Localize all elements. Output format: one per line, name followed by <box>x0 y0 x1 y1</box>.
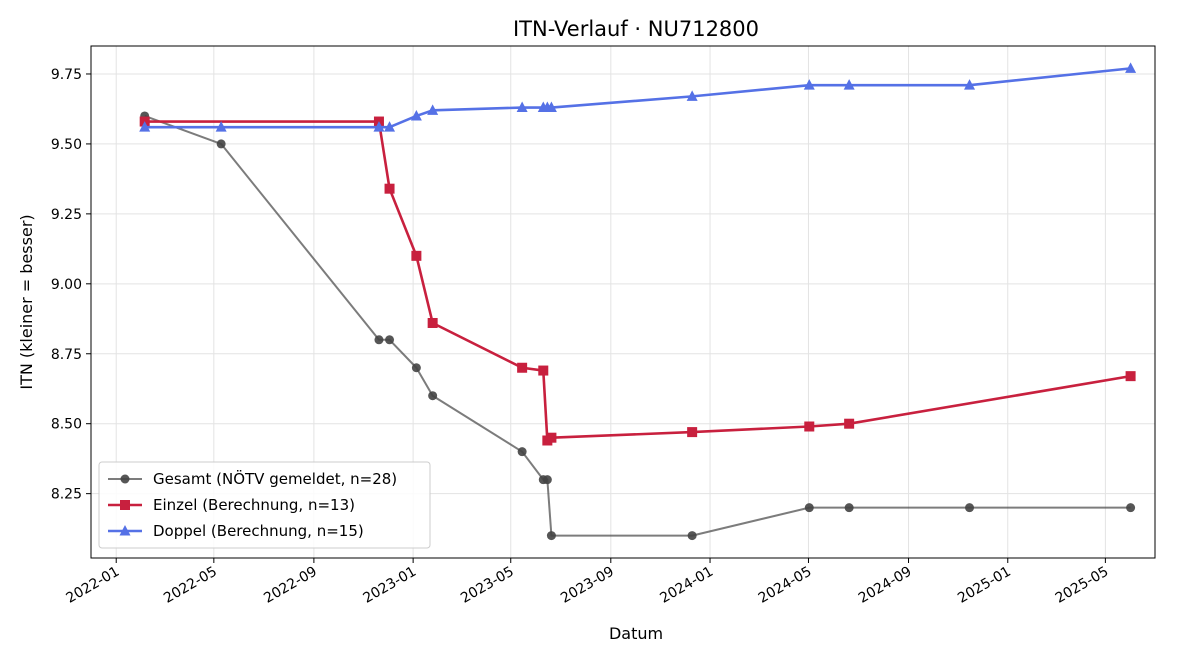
legend-item-doppel: Doppel (Berechnung, n=15) <box>108 522 364 540</box>
legend-marker <box>120 474 130 484</box>
data-point-gesamt <box>844 503 854 513</box>
data-point-gesamt <box>546 531 556 541</box>
data-point-doppel <box>410 109 422 121</box>
data-point-gesamt <box>216 139 226 149</box>
data-point-doppel <box>427 104 439 115</box>
legend-item-gesamt: Gesamt (NÖTV gemeldet, n=28) <box>108 469 397 488</box>
data-point-doppel <box>686 90 698 101</box>
legend-box <box>98 461 431 549</box>
data-point-doppel <box>843 79 855 90</box>
data-point-einzel <box>411 250 422 261</box>
data-point-gesamt <box>542 475 552 485</box>
data-point-doppel <box>545 101 557 113</box>
y-tick-label: 9.00 <box>51 277 82 293</box>
data-point-doppel <box>139 121 151 132</box>
y-tick-label: 9.50 <box>51 137 82 153</box>
series-einzel <box>139 116 1136 446</box>
x-tick-label: 2024-01 <box>657 564 716 607</box>
data-point-gesamt <box>965 503 975 513</box>
data-point-einzel <box>1125 371 1136 382</box>
data-point-gesamt <box>1126 503 1136 513</box>
x-tick-label: 2023-05 <box>458 564 517 607</box>
data-point-gesamt <box>428 391 438 401</box>
data-point-einzel <box>546 432 557 443</box>
data-point-einzel <box>844 418 855 429</box>
y-tick-label: 9.25 <box>51 207 82 223</box>
y-axis-label: ITN (kleiner = besser) <box>17 214 36 389</box>
data-point-doppel <box>384 121 396 132</box>
x-axis-label: Datum <box>609 624 663 643</box>
data-point-einzel <box>538 365 549 376</box>
series-layer <box>139 62 1137 541</box>
legend-label: Doppel (Berechnung, n=15) <box>153 522 364 540</box>
x-tick-label: 2024-05 <box>756 564 815 607</box>
y-tick-label: 8.75 <box>51 347 82 363</box>
x-tick-label: 2022-01 <box>64 564 123 607</box>
x-tick-label: 2023-01 <box>360 564 419 607</box>
data-point-einzel <box>687 427 698 438</box>
y-tick-label: 8.25 <box>51 487 82 503</box>
x-tick-label: 2025-01 <box>955 564 1014 607</box>
data-point-gesamt <box>374 335 384 345</box>
series-line-doppel <box>144 67 1131 129</box>
data-point-gesamt <box>517 447 527 457</box>
y-tick-label: 8.50 <box>51 417 82 433</box>
data-point-gesamt <box>687 531 697 541</box>
data-point-doppel <box>803 79 815 90</box>
data-point-gesamt <box>385 335 395 345</box>
data-point-gesamt <box>411 363 421 373</box>
legend-item-einzel: Einzel (Berechnung, n=13) <box>108 496 355 514</box>
data-point-einzel <box>427 317 438 328</box>
data-point-doppel <box>215 121 227 132</box>
data-point-doppel <box>964 79 976 90</box>
series-line-einzel <box>144 120 1131 442</box>
legend-label: Einzel (Berechnung, n=13) <box>153 496 355 514</box>
y-tick-label: 9.75 <box>51 67 82 83</box>
x-tick-label: 2024-09 <box>856 564 915 607</box>
data-point-einzel <box>517 362 528 373</box>
data-point-gesamt <box>804 503 814 513</box>
x-tick-label: 2022-09 <box>261 564 320 607</box>
series-gesamt <box>140 111 1136 541</box>
x-tick-label: 2023-09 <box>558 564 617 607</box>
legend-label: Gesamt (NÖTV gemeldet, n=28) <box>153 469 397 488</box>
x-tick-label: 2025-05 <box>1053 564 1112 607</box>
chart-title: ITN-Verlauf · NU712800 <box>513 17 759 41</box>
series-doppel <box>139 62 1137 132</box>
data-point-doppel <box>1125 62 1137 73</box>
plot-frame <box>90 45 1156 559</box>
data-point-doppel <box>373 121 385 132</box>
data-point-einzel <box>804 421 815 432</box>
legend-marker <box>120 500 130 510</box>
data-point-doppel <box>516 101 528 113</box>
legend: Gesamt (NÖTV gemeldet, n=28) Einzel (Bere… <box>98 461 431 549</box>
data-point-einzel <box>384 183 395 194</box>
x-tick-label: 2022-05 <box>161 564 220 607</box>
legend-marker <box>119 525 131 536</box>
